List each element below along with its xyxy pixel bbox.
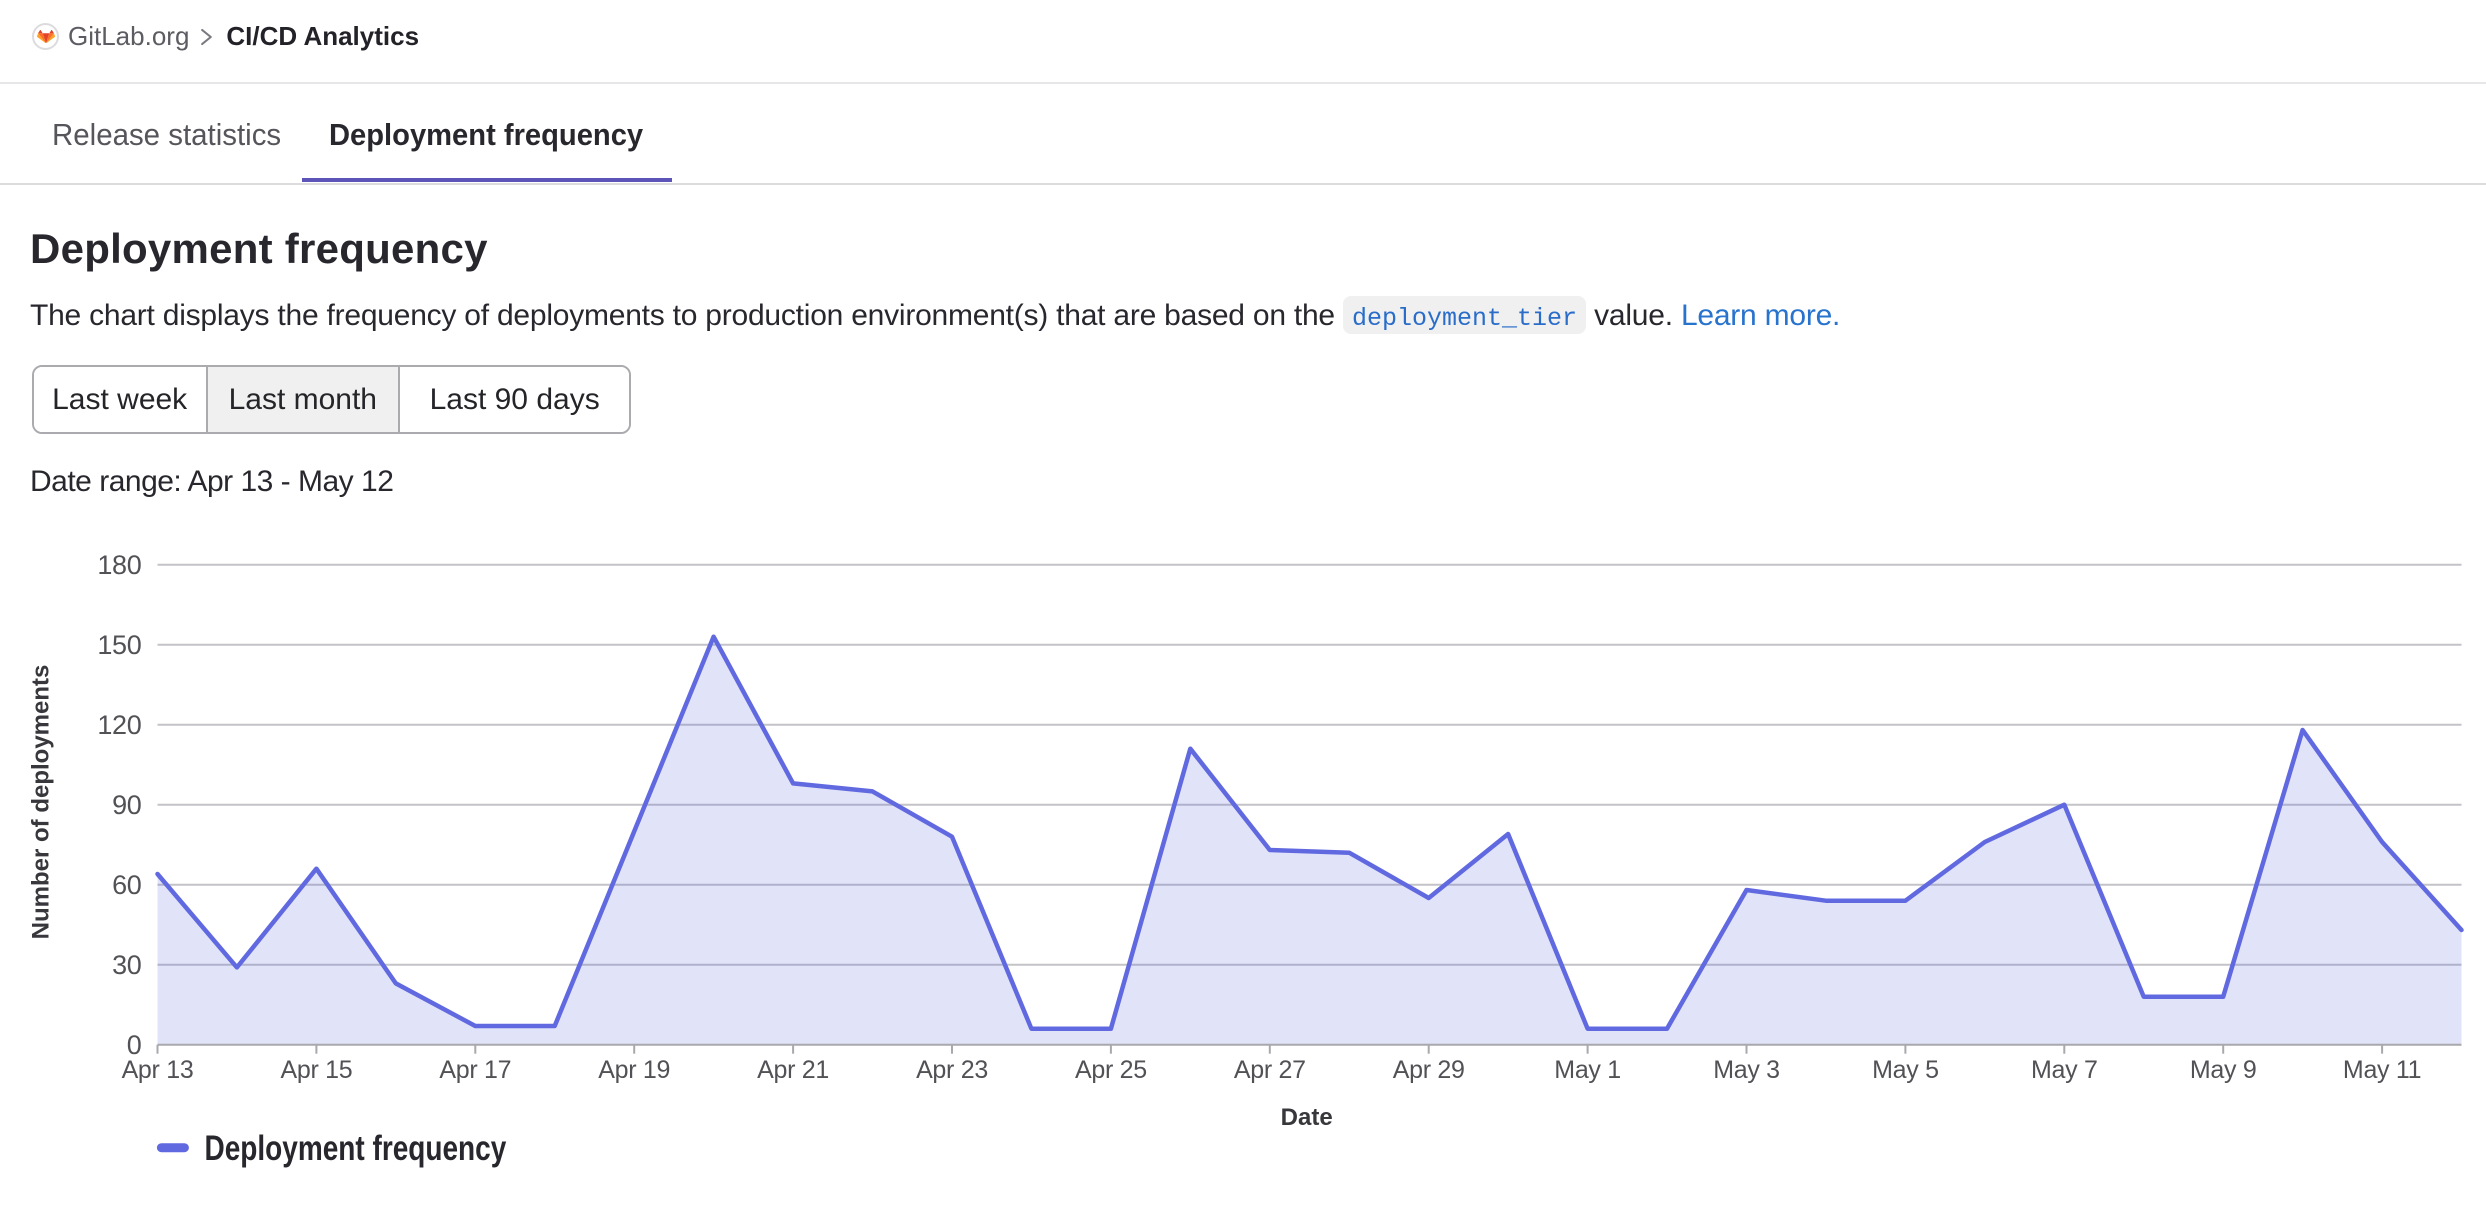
- svg-text:Apr 17: Apr 17: [439, 1056, 511, 1084]
- svg-text:May 9: May 9: [2190, 1056, 2257, 1084]
- svg-text:May 3: May 3: [1713, 1056, 1780, 1084]
- svg-text:Apr 15: Apr 15: [280, 1056, 352, 1084]
- svg-text:Deployment frequency: Deployment frequency: [205, 1128, 507, 1168]
- svg-text:Number of deployments: Number of deployments: [28, 665, 55, 940]
- svg-text:May 5: May 5: [1872, 1056, 1939, 1084]
- svg-text:Apr 27: Apr 27: [1234, 1056, 1306, 1084]
- svg-text:Date: Date: [1281, 1104, 1333, 1131]
- svg-text:Apr 25: Apr 25: [1075, 1056, 1147, 1084]
- svg-text:30: 30: [112, 950, 141, 980]
- svg-text:May 7: May 7: [2031, 1056, 2098, 1084]
- svg-text:Apr 29: Apr 29: [1393, 1056, 1465, 1084]
- svg-text:0: 0: [127, 1030, 142, 1060]
- svg-text:Apr 23: Apr 23: [916, 1056, 988, 1084]
- svg-text:Apr 19: Apr 19: [598, 1056, 670, 1084]
- svg-text:150: 150: [97, 630, 141, 660]
- svg-text:May 1: May 1: [1554, 1056, 1621, 1084]
- svg-text:May 11: May 11: [2343, 1056, 2421, 1084]
- svg-text:120: 120: [97, 710, 141, 740]
- svg-text:90: 90: [112, 790, 141, 820]
- svg-text:Apr 13: Apr 13: [122, 1056, 194, 1084]
- svg-text:Apr 21: Apr 21: [757, 1056, 829, 1084]
- svg-text:180: 180: [97, 550, 141, 580]
- svg-text:60: 60: [112, 870, 141, 900]
